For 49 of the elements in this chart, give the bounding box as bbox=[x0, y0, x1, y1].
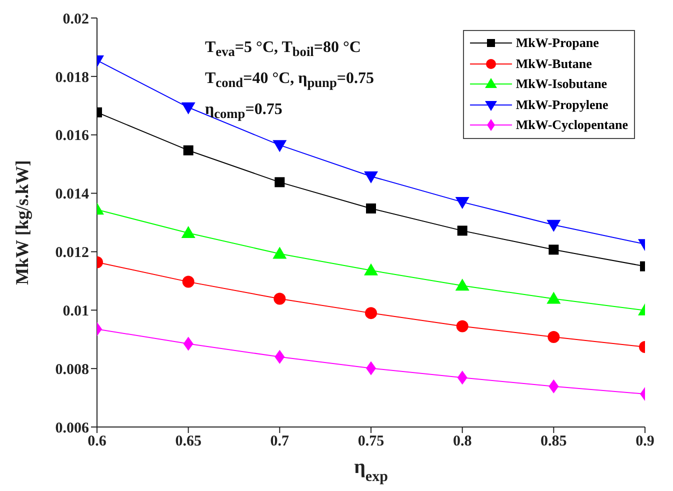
point bbox=[274, 350, 285, 364]
point bbox=[546, 292, 561, 304]
point bbox=[548, 379, 559, 394]
point bbox=[272, 140, 287, 152]
y-tick-label: 0.016 bbox=[55, 128, 90, 144]
point bbox=[183, 336, 194, 351]
legend-label: MkW-Propane bbox=[516, 35, 599, 52]
y-tick-label: 0.012 bbox=[55, 245, 89, 262]
x-tick-label: 0.8 bbox=[452, 434, 472, 450]
annotation: T$_{cond}$=40 °C, η$_{punp}$=0.75 bbox=[205, 69, 374, 92]
y-tick-label: 0.01 bbox=[62, 303, 89, 320]
y-tick-label: 0.02 bbox=[62, 11, 89, 28]
annotation: η$_{comp}$=0.75 bbox=[205, 100, 284, 124]
legend-label: MkW-Propylene bbox=[516, 96, 608, 113]
annotation: T$_{eva}$=5 °C, T$_{boil}$=80 °C bbox=[205, 38, 362, 62]
point bbox=[548, 331, 560, 344]
y-tick-label: 0.018 bbox=[55, 70, 89, 86]
point bbox=[364, 263, 378, 276]
point bbox=[455, 197, 470, 210]
point bbox=[364, 171, 378, 184]
x-tick-label: 0.65 bbox=[175, 434, 202, 450]
point bbox=[457, 370, 468, 385]
x-axis-title: η$_{exp}$ bbox=[354, 456, 388, 485]
point bbox=[274, 177, 285, 188]
point bbox=[365, 307, 377, 320]
x-tick-label: 0.7 bbox=[270, 434, 290, 450]
point bbox=[366, 203, 376, 214]
legend-label: MkW-Isobutane bbox=[516, 76, 608, 92]
point bbox=[455, 278, 470, 291]
x-tick-label: 0.75 bbox=[358, 434, 384, 450]
point bbox=[456, 320, 468, 332]
point bbox=[457, 226, 468, 236]
y-tick-label: 0.008 bbox=[55, 362, 89, 378]
y-tick-label: 0.014 bbox=[55, 186, 90, 203]
y-tick-label: 0.006 bbox=[55, 420, 90, 436]
x-tick-label: 0.6 bbox=[88, 434, 107, 450]
point bbox=[181, 102, 196, 114]
point bbox=[272, 246, 287, 259]
point bbox=[274, 292, 286, 305]
point bbox=[183, 145, 194, 156]
x-tick-label: 0.9 bbox=[636, 434, 654, 450]
point bbox=[182, 276, 194, 288]
x-tick-label: 0.85 bbox=[540, 434, 567, 450]
y-axis-title: MkW [kg/s.kW] bbox=[12, 160, 32, 285]
legend-label: MkW-Cyclopentane bbox=[516, 117, 628, 134]
legend-label: MkW-Butane bbox=[516, 56, 592, 72]
point bbox=[548, 244, 559, 255]
point bbox=[181, 226, 196, 238]
point bbox=[546, 220, 561, 232]
